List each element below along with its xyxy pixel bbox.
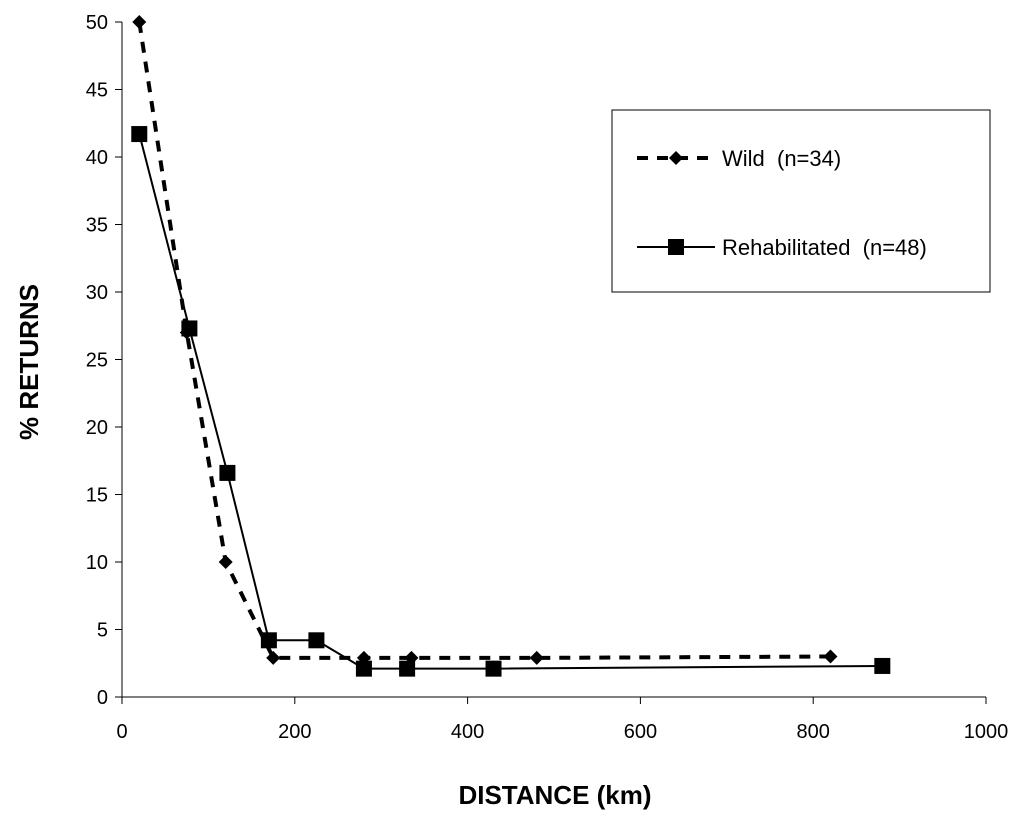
y-tick-label: 45 [86,80,108,102]
data-point-diamond [132,15,147,29]
data-point-square [219,464,236,481]
y-tick-label: 30 [86,282,108,304]
y-tick-label: 40 [86,147,108,169]
axes: 0 5 10 15 20 25 30 35 40 45 50 0 200 400 600 800 1000 [86,12,1009,743]
legend-rehab-marker [668,239,684,255]
data-point-diamond [218,555,233,569]
y-tick-label: 5 [97,620,108,642]
series-layer [131,15,891,677]
data-point-diamond [529,650,544,665]
y-tick-label: 35 [86,215,108,237]
y-tick-label: 25 [86,350,108,372]
x-tick-label: 0 [116,721,127,743]
y-tick-label: 15 [86,485,108,507]
x-tick-label: 400 [451,721,484,743]
data-point-diamond [266,650,281,665]
x-tick-label: 800 [797,721,830,743]
data-point-square [874,657,891,674]
x-tick-label: 200 [278,721,311,743]
y-tick-label: 0 [97,687,108,709]
data-point-square [399,660,416,677]
legend: Wild (n=34) Rehabilitated (n=48) [611,109,991,293]
legend-box [611,109,991,293]
y-tick-label: 10 [86,552,108,574]
data-point-square [355,660,372,677]
data-point-square [485,660,502,677]
legend-rehab-label: Rehabilitated (n=48) [722,235,927,260]
data-point-square [131,126,148,143]
legend-wild-marker [669,151,683,165]
x-tick-label: 600 [624,721,657,743]
data-point-square [260,632,277,649]
data-point-square [308,632,325,649]
data-point-square [181,320,198,337]
y-tick-label: 20 [86,417,108,439]
x-tick-label: 1000 [964,721,1009,743]
x-axis-title: DISTANCE (km) [458,780,651,810]
legend-wild-label: Wild (n=34) [722,146,841,171]
y-axis-title: % RETURNS [14,284,44,440]
data-point-diamond [823,649,838,664]
y-tick-label: 50 [86,12,108,34]
